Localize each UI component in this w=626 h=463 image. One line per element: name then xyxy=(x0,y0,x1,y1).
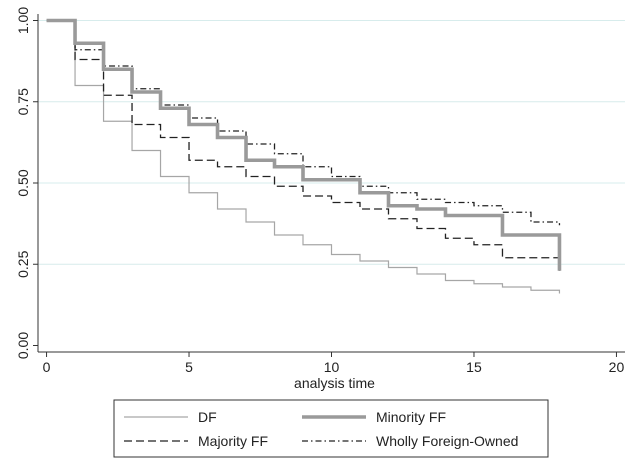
x-tick-label: 10 xyxy=(324,359,340,375)
legend-label: Wholly Foreign-Owned xyxy=(376,433,518,449)
x-axis-title: analysis time xyxy=(294,375,375,391)
series-lines xyxy=(46,18,562,294)
y-tick-label: 0.75 xyxy=(15,88,31,115)
y-tick-label: 0.00 xyxy=(15,332,31,359)
legend: DF Minority FF Majority FF Wholly Foreign-O… xyxy=(113,399,549,458)
x-ticks: 0 5 10 15 20 xyxy=(43,352,625,375)
y-tick-label: 1.00 xyxy=(15,7,31,34)
x-tick-label: 20 xyxy=(609,359,625,375)
series-line-majority-ff xyxy=(46,19,561,271)
gridlines xyxy=(38,20,625,265)
y-tick-label: 0.50 xyxy=(15,169,31,196)
axes: 0.00 0.25 0.50 0.75 1.00 0 5 10 15 20 xyxy=(15,7,625,375)
x-tick-label: 0 xyxy=(43,359,51,375)
x-tick-label: 15 xyxy=(466,359,482,375)
series-line-wholly-foreign-owned xyxy=(46,19,561,226)
legend-box xyxy=(113,399,549,458)
legend-label: Majority FF xyxy=(198,433,268,449)
y-tick-label: 0.25 xyxy=(15,250,31,277)
x-tick-label: 5 xyxy=(185,359,193,375)
y-ticks: 0.00 0.25 0.50 0.75 1.00 xyxy=(15,7,38,359)
legend-label: Minority FF xyxy=(376,409,446,425)
series-line-df xyxy=(46,19,561,294)
series-line-minority-ff xyxy=(46,18,562,271)
legend-label: DF xyxy=(198,409,217,425)
